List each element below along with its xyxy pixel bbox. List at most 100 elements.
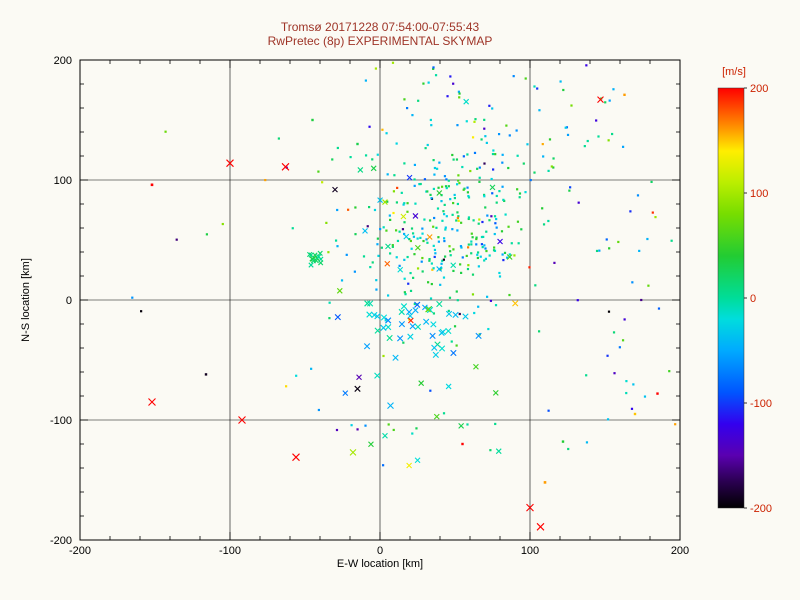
data-point <box>476 253 479 256</box>
data-point <box>353 270 356 273</box>
data-point <box>570 104 573 107</box>
data-point <box>445 383 452 390</box>
data-point <box>386 173 389 176</box>
data-point <box>398 230 401 233</box>
data-point <box>442 258 445 261</box>
data-point <box>426 241 429 244</box>
data-point <box>508 253 511 256</box>
data-point <box>477 222 480 225</box>
data-point <box>345 253 348 256</box>
x-tick-label: 100 <box>521 545 539 557</box>
data-point <box>356 142 359 146</box>
data-point <box>131 296 134 299</box>
data-point <box>310 367 313 370</box>
data-point <box>585 374 588 377</box>
data-point <box>404 293 407 296</box>
data-point <box>334 313 341 321</box>
data-point <box>456 229 459 232</box>
data-point <box>467 264 470 267</box>
data-point <box>421 270 424 273</box>
data-point <box>450 349 457 357</box>
data-point <box>349 449 357 456</box>
data-point <box>452 311 459 318</box>
data-point <box>440 266 443 270</box>
data-point <box>406 308 413 316</box>
data-point <box>409 239 412 243</box>
data-point <box>526 143 529 146</box>
data-point <box>452 82 455 85</box>
data-point <box>412 276 415 279</box>
data-point <box>486 214 489 217</box>
data-point <box>559 80 562 83</box>
data-point <box>480 138 483 141</box>
data-point <box>492 249 496 252</box>
data-point <box>385 229 388 232</box>
data-point <box>205 233 209 236</box>
data-point <box>450 340 453 343</box>
data-point <box>407 317 414 324</box>
data-point <box>604 101 607 104</box>
data-point <box>418 380 425 387</box>
data-point <box>436 190 443 196</box>
data-point <box>384 319 387 322</box>
data-point <box>427 81 430 84</box>
data-point <box>423 218 426 221</box>
data-point <box>402 203 405 206</box>
data-point <box>467 243 470 246</box>
plot-subtitle: RwPretec (8p) EXPERIMENTAL SKYMAP <box>267 34 493 48</box>
data-point <box>395 201 399 204</box>
data-point <box>381 128 384 131</box>
data-point <box>630 407 634 410</box>
data-point <box>407 282 410 285</box>
data-point <box>520 228 523 231</box>
data-point <box>452 158 455 161</box>
data-point <box>428 259 431 262</box>
data-point <box>413 302 416 306</box>
data-point <box>291 227 294 230</box>
data-point <box>444 228 447 231</box>
data-point <box>392 354 399 361</box>
data-point <box>606 354 609 357</box>
data-point <box>566 133 570 137</box>
data-point <box>460 221 463 224</box>
data-point <box>448 245 451 248</box>
data-point <box>366 311 373 318</box>
data-point <box>426 281 430 284</box>
data-point <box>433 255 436 259</box>
data-point <box>445 327 452 335</box>
data-point <box>488 219 491 222</box>
data-point <box>395 142 398 145</box>
data-point <box>517 242 520 245</box>
data-point <box>597 135 600 138</box>
data-point <box>430 282 433 286</box>
data-point <box>371 261 374 264</box>
colorbar-tick-label: 100 <box>750 188 768 200</box>
data-point <box>150 183 154 187</box>
colorbar-title: [m/s] <box>722 66 746 78</box>
data-point <box>366 225 369 228</box>
data-point <box>403 258 406 261</box>
data-point <box>478 176 481 179</box>
plot-title: Tromsø 20171228 07:54:00-07:55:43 <box>280 20 480 34</box>
data-point <box>483 162 486 165</box>
data-point <box>393 174 396 177</box>
data-point <box>478 166 481 169</box>
data-point <box>612 88 615 91</box>
data-point <box>226 159 234 168</box>
data-point <box>403 233 410 240</box>
data-point <box>446 95 449 98</box>
data-point <box>466 186 469 189</box>
data-point <box>608 247 611 250</box>
data-point <box>396 239 400 243</box>
data-point <box>387 402 394 409</box>
data-point <box>483 118 486 121</box>
data-point <box>436 300 443 308</box>
data-point <box>379 227 382 231</box>
data-point <box>371 158 374 161</box>
data-point <box>623 318 626 321</box>
data-point <box>498 271 501 275</box>
data-point <box>423 178 427 181</box>
data-point <box>470 240 473 243</box>
data-point <box>412 235 416 238</box>
data-point <box>618 346 621 349</box>
